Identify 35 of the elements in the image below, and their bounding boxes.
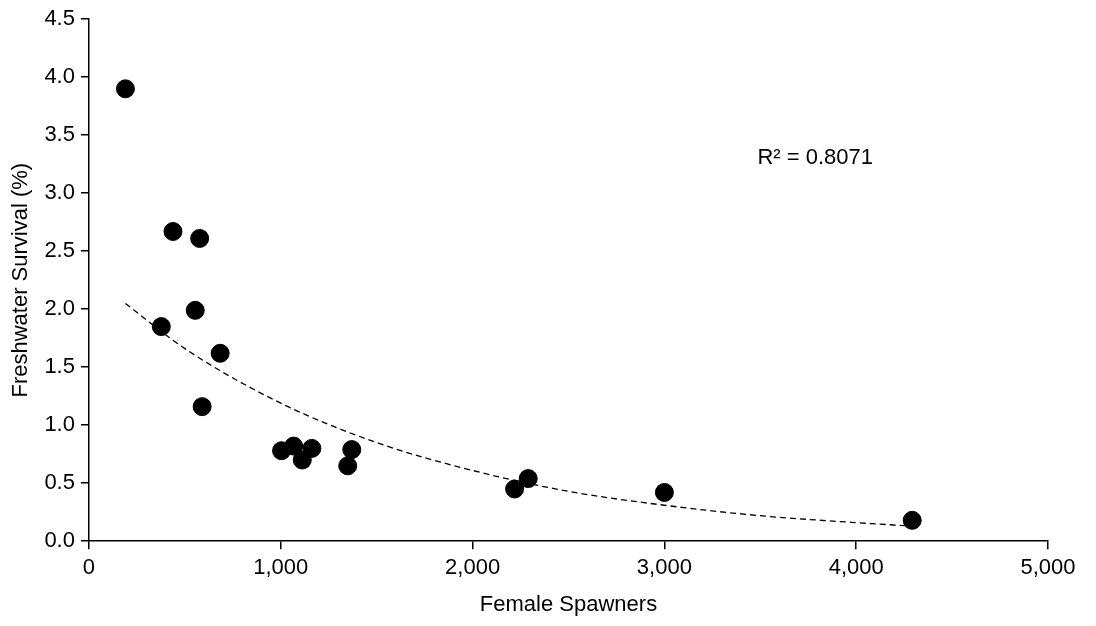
y-tick-label: 4.0 [44,63,75,89]
point [284,436,304,456]
y-tick-label: 4.5 [44,5,75,31]
point [518,469,538,489]
point [654,482,674,502]
x-axis-title: Female Spawners [479,590,658,616]
point [190,228,210,248]
annotation: R² = 0.8071 [757,143,873,169]
point [115,79,135,99]
x-tick-label: 2,000 [445,554,501,580]
y-tick-label: 3.0 [44,179,75,205]
x-tick-label: 1,000 [253,554,309,580]
point [902,510,922,530]
y-tick-label: 1.5 [44,353,75,379]
y-axis-title: Freshwater Survival (%) [7,162,33,398]
point [505,479,525,499]
y-tick-label: 2.5 [44,237,75,263]
point [185,300,205,320]
y-tick-label: 0.0 [44,527,75,553]
x-tick-label: 5,000 [1020,554,1076,580]
point [210,343,230,363]
y-tick-label: 0.5 [44,469,75,495]
y-tick-label: 3.5 [44,121,75,147]
point [292,450,312,470]
point [151,317,171,337]
point [192,397,212,417]
x-tick-label: 3,000 [636,554,692,580]
point [338,456,358,476]
x-tick-label: 4,000 [828,554,884,580]
x-tick-label: 0 [82,554,96,580]
point [342,440,362,460]
y-tick-label: 2.0 [44,295,75,321]
point [163,221,183,241]
point [302,438,322,458]
y-tick-label: 1.0 [44,411,75,437]
